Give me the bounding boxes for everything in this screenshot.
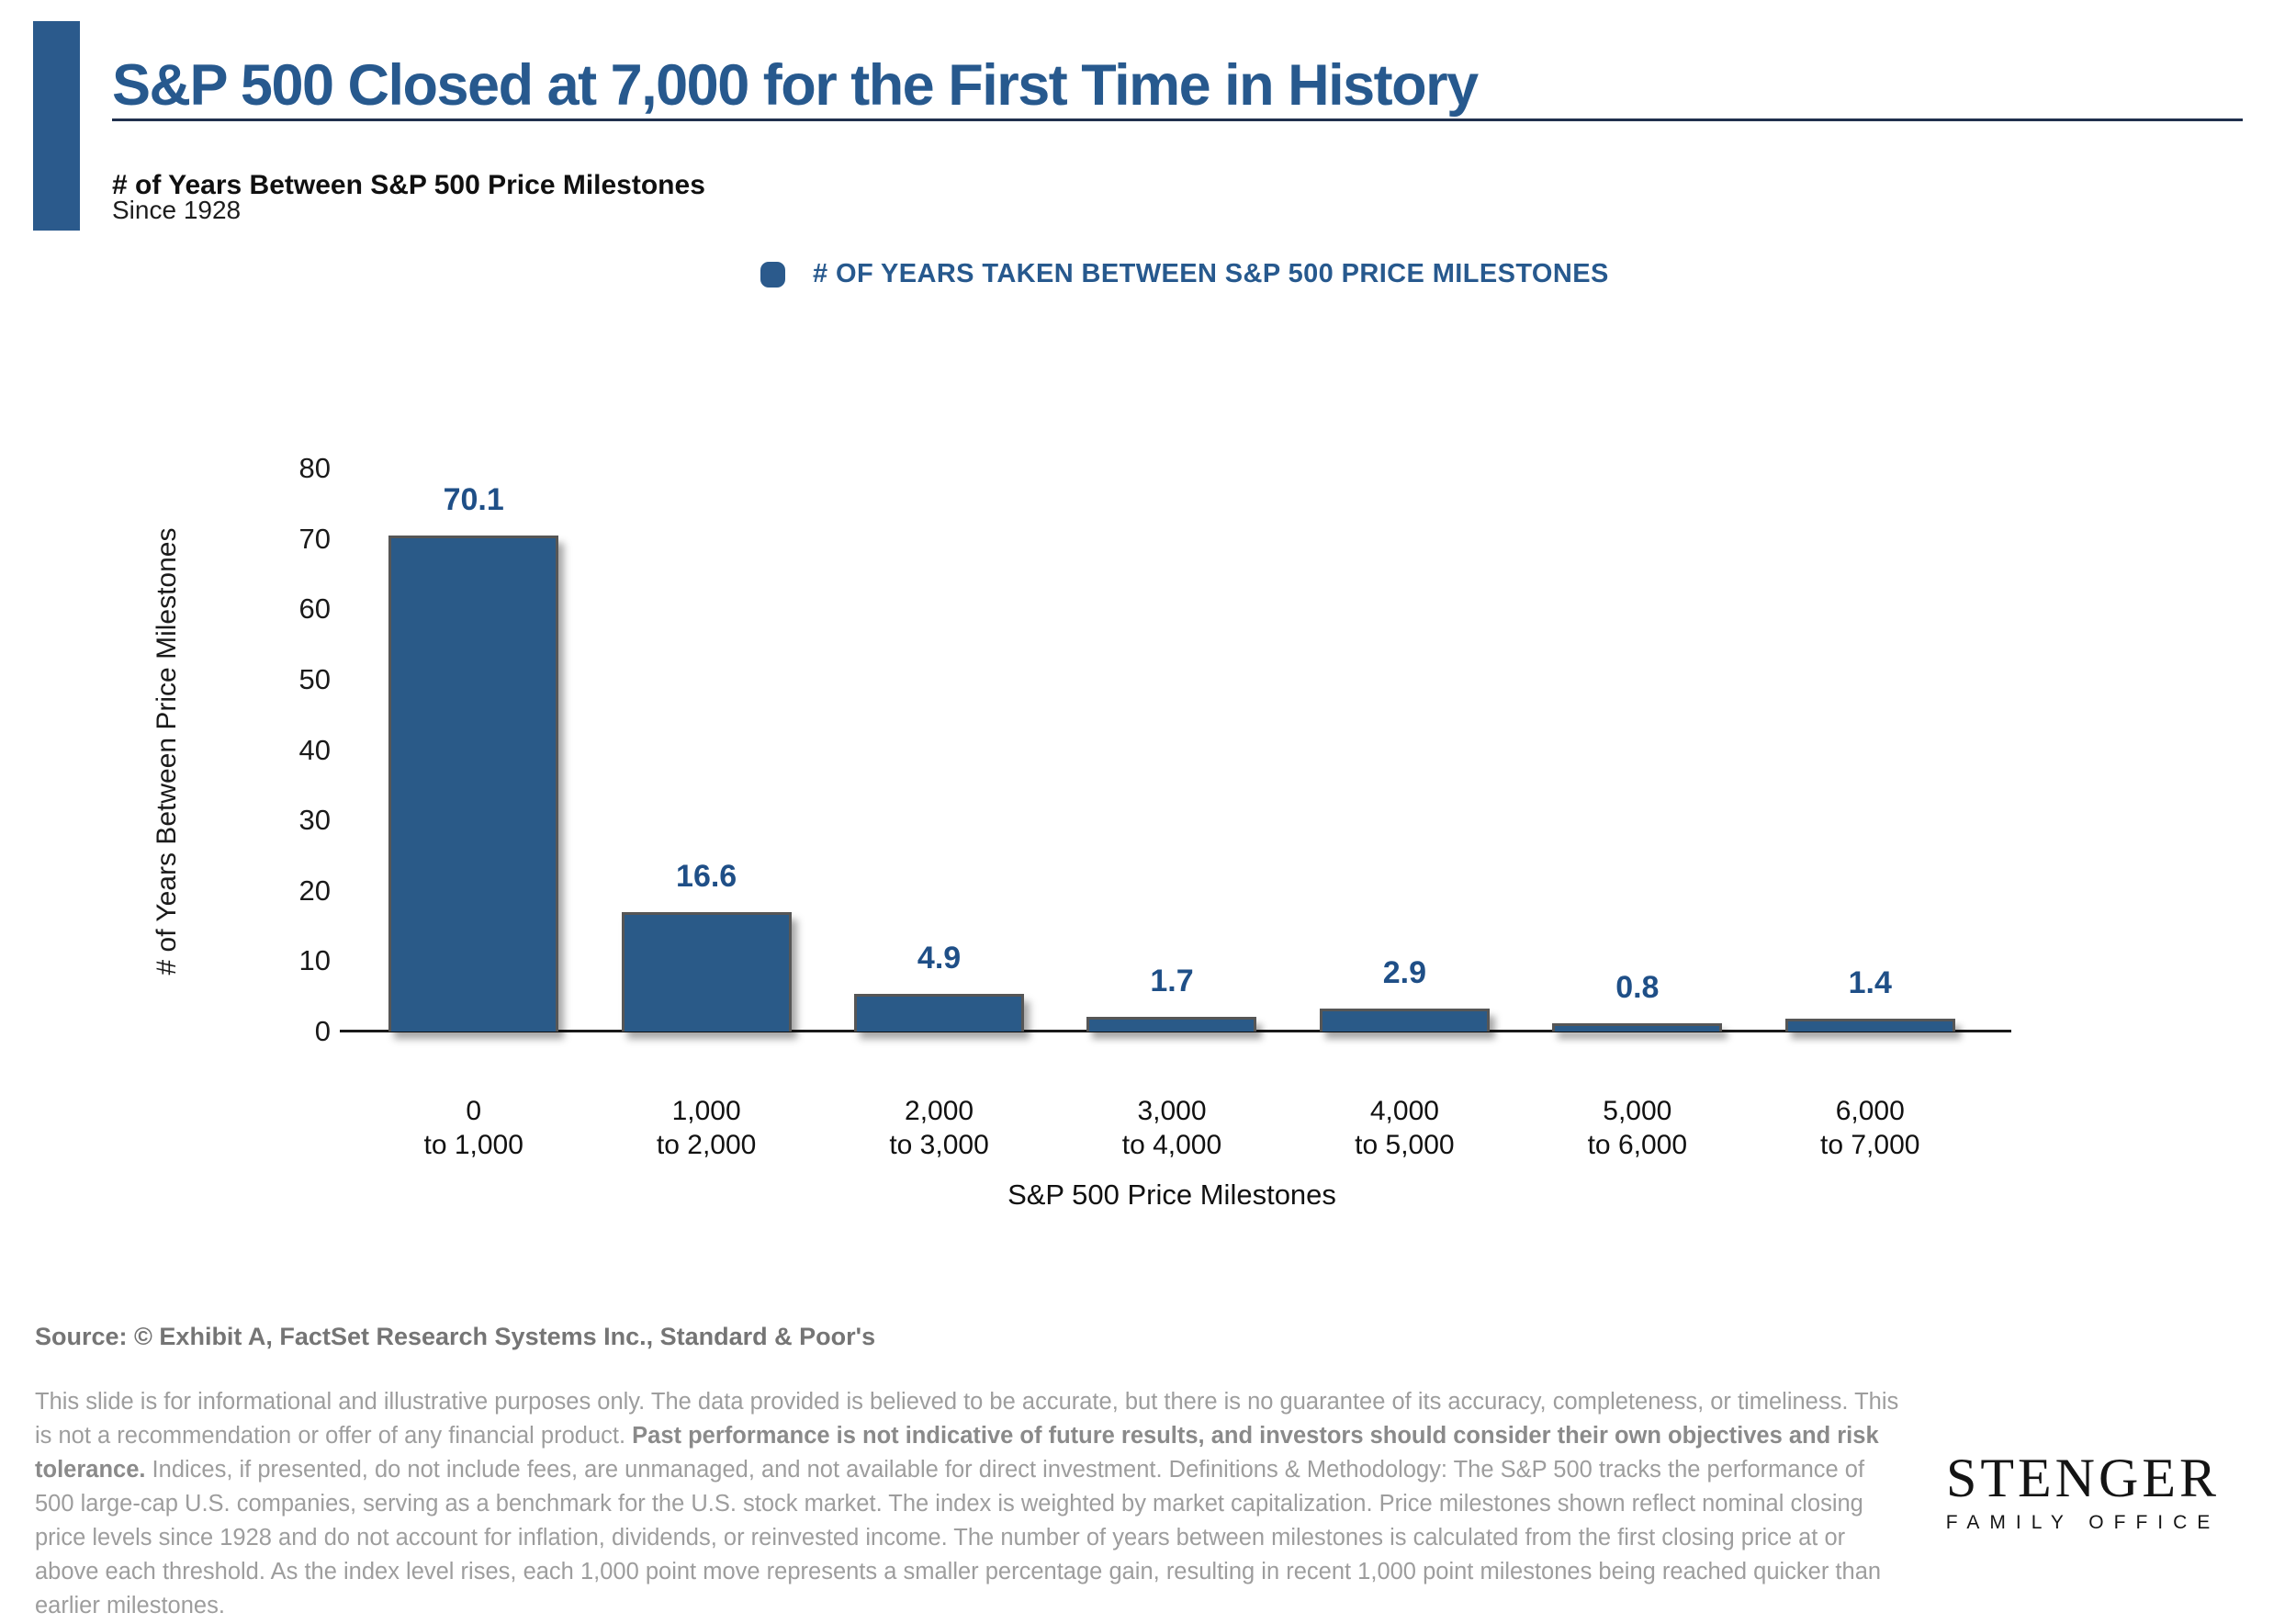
bar: [1784, 1019, 1955, 1032]
bar-slot: 0.8: [1521, 468, 1753, 1032]
disclaimer-text: Indices, if presented, do not include fe…: [35, 1456, 1882, 1618]
bar: [1552, 1022, 1723, 1032]
x-tick-label: 6,000 to 7,000: [1754, 1094, 1986, 1162]
bar-value-label: 1.4: [1848, 965, 1892, 1001]
disclaimer: This slide is for informational and illu…: [35, 1385, 1908, 1623]
x-tick-label-line: 3,000: [1137, 1096, 1207, 1126]
y-tick-label: 50: [298, 662, 331, 695]
x-tick-label-line: to 1,000: [423, 1130, 523, 1160]
x-tick-label-line: to 5,000: [1355, 1130, 1455, 1160]
disclaimer-bold-text: Past performance is not indicative of fu…: [35, 1422, 1879, 1483]
x-tick-label-line: to 6,000: [1587, 1130, 1688, 1160]
x-tick-label-line: 1,000: [671, 1096, 741, 1126]
x-tick-label: 4,000 to 5,000: [1289, 1094, 1521, 1162]
x-tick-label-line: to 7,000: [1820, 1130, 1920, 1160]
x-tick-label-line: 5,000: [1603, 1096, 1672, 1126]
x-tick-label-line: 2,000: [905, 1096, 974, 1126]
bar: [854, 994, 1025, 1032]
y-tick-label: 40: [298, 733, 331, 766]
x-tick-label: 3,000 to 4,000: [1055, 1094, 1288, 1162]
bar-slot: 1.4: [1754, 468, 1986, 1032]
y-tick-label: 70: [298, 522, 331, 555]
x-axis-title: S&P 500 Price Milestones: [1007, 1179, 1336, 1211]
bar: [1086, 1016, 1257, 1032]
bar-value-label: 1.7: [1150, 963, 1194, 998]
page-title: S&P 500 Closed at 7,000 for the First Ti…: [112, 53, 1479, 118]
logo-name: STENGER: [1946, 1448, 2220, 1508]
source-note: Source: © Exhibit A, FactSet Research Sy…: [35, 1323, 876, 1350]
y-tick-label: 10: [298, 944, 331, 977]
chart-subtitle: # of Years Between S&P 500 Price Milesto…: [112, 169, 705, 200]
x-tick-label: 0 to 1,000: [357, 1094, 590, 1162]
x-tick-label: 2,000 to 3,000: [823, 1094, 1055, 1162]
legend-swatch-icon: [760, 261, 785, 288]
x-tick-label-line: 6,000: [1835, 1096, 1905, 1126]
bar-slot: 2.9: [1289, 468, 1521, 1032]
accent-bar: [33, 21, 80, 231]
legend-label: # OF YEARS TAKEN BETWEEN S&P 500 PRICE M…: [813, 259, 1609, 288]
bar-slot: 4.9: [823, 468, 1055, 1032]
legend: # OF YEARS TAKEN BETWEEN S&P 500 PRICE M…: [760, 259, 1609, 289]
x-tick-label: 1,000 to 2,000: [590, 1094, 822, 1162]
bars-row: 70.1 16.6 4.9 1.7 2.9 0.8 1.4: [357, 468, 1986, 1032]
x-tick-label-line: 4,000: [1369, 1096, 1439, 1126]
y-tick-label: 80: [298, 452, 331, 484]
bar: [388, 535, 559, 1032]
company-logo: STENGER FAMILY OFFICE: [1918, 1448, 2248, 1534]
x-tick-label-line: to 2,000: [656, 1130, 757, 1160]
y-tick-label: 0: [314, 1015, 331, 1047]
bar-value-label: 70.1: [443, 481, 504, 517]
bar-value-label: 16.6: [676, 858, 737, 894]
bar: [621, 911, 792, 1032]
x-tick-label-line: to 3,000: [889, 1130, 989, 1160]
title-divider: [112, 118, 2243, 121]
bar-value-label: 2.9: [1382, 954, 1427, 990]
y-tick-label: 60: [298, 592, 331, 626]
y-tick-label: 20: [298, 874, 331, 907]
y-tick-label: 30: [298, 804, 331, 837]
logo-tagline: FAMILY OFFICE: [1945, 1512, 2221, 1533]
disclaimer-text: This slide is for informational and illu…: [35, 1388, 1899, 1449]
x-axis-ticks: 0 to 1,000 1,000 to 2,000 2,000 to 3,000 3,000…: [357, 1094, 1986, 1162]
x-tick-label-line: to 4,000: [1121, 1130, 1222, 1160]
x-tick-label-line: 0: [466, 1096, 482, 1126]
bar-slot: 16.6: [590, 468, 822, 1032]
bar-value-label: 4.9: [917, 941, 962, 976]
bar-value-label: 0.8: [1615, 969, 1660, 1005]
bar-slot: 70.1: [357, 468, 590, 1032]
bar: [1319, 1008, 1490, 1032]
y-axis-title: # of Years Between Price Milestones: [152, 527, 182, 976]
y-axis-ticks: 0 10 20 30 40 50 60 70 80: [202, 452, 331, 1047]
period-label: Since 1928: [112, 196, 242, 224]
bar-slot: 1.7: [1055, 468, 1288, 1032]
x-tick-label: 5,000 to 6,000: [1521, 1094, 1753, 1162]
